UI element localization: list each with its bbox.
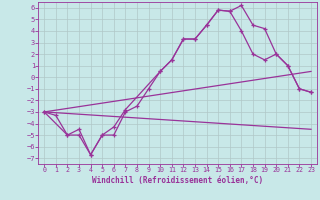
X-axis label: Windchill (Refroidissement éolien,°C): Windchill (Refroidissement éolien,°C) [92,176,263,185]
